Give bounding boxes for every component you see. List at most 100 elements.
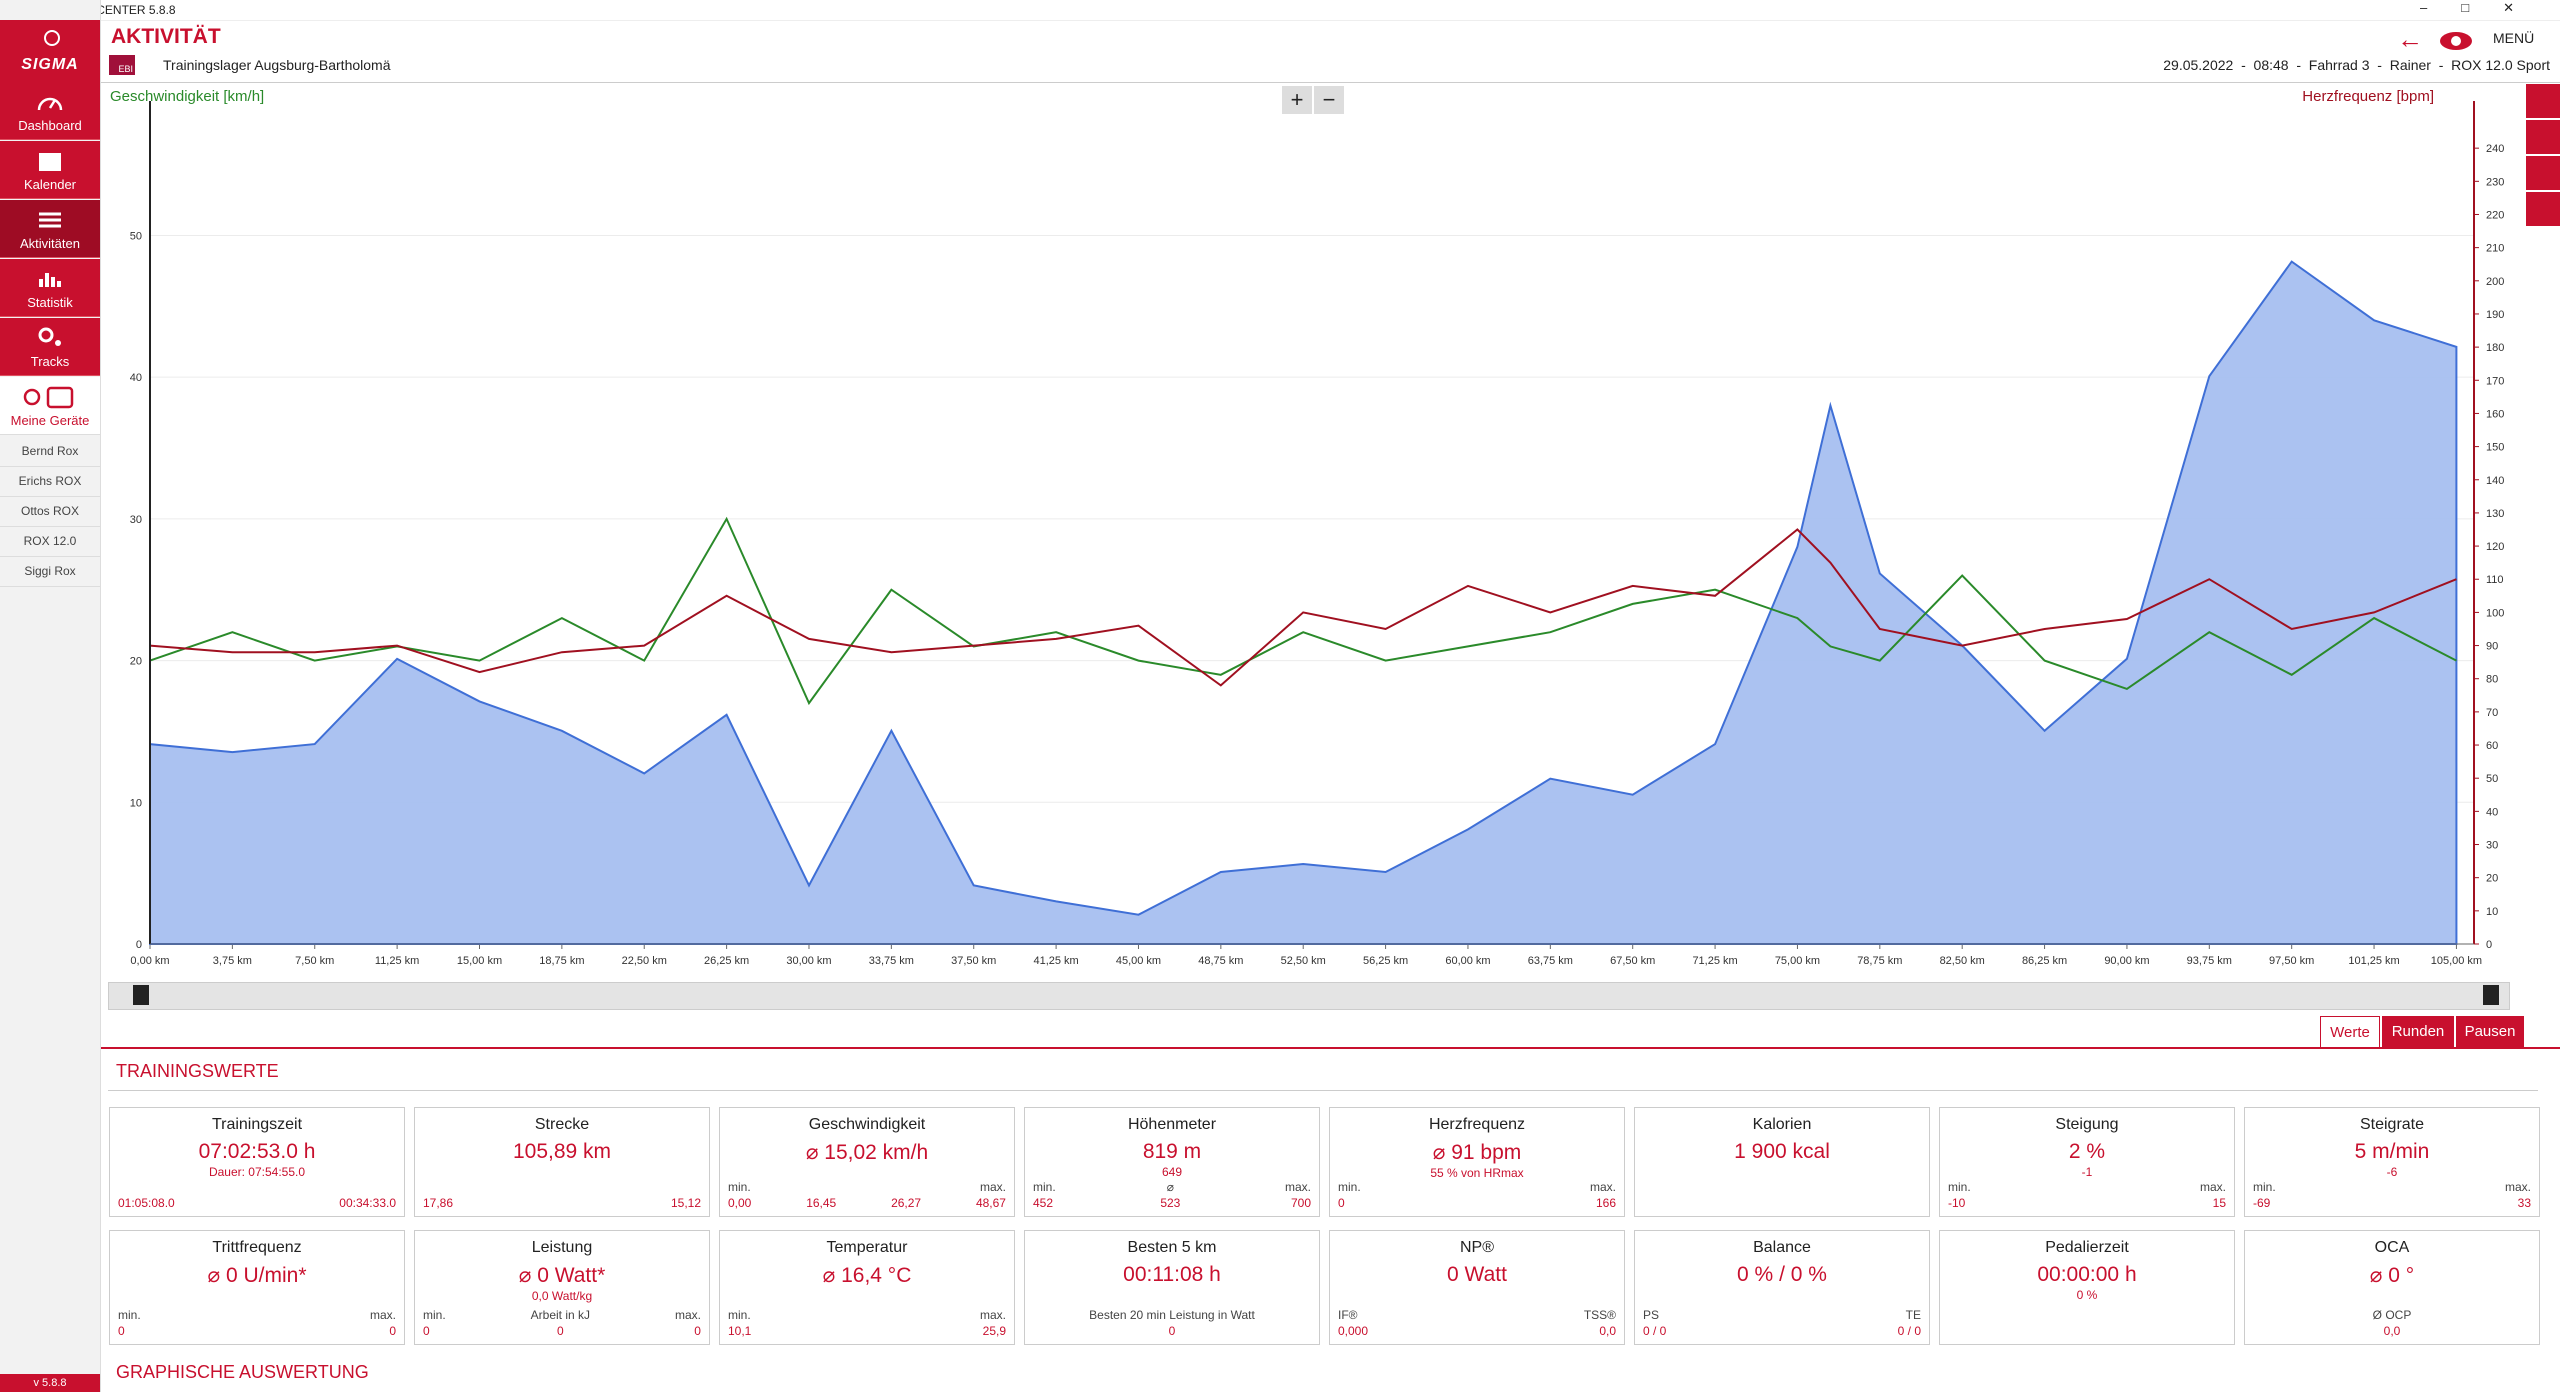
x-tick-label: 71,25 km: [1692, 955, 1737, 967]
tool[interactable]: [2526, 84, 2560, 118]
sidebar: SIGMA Dashboard Kalender Aktivitäten Sta…: [0, 0, 101, 1392]
stat-column: ⌀ 523: [1160, 1180, 1180, 1210]
nav-aktivitaeten[interactable]: Aktivitäten: [0, 200, 100, 258]
tool[interactable]: [2526, 192, 2560, 226]
icon: [39, 153, 61, 171]
stat-label: min.: [423, 1308, 446, 1322]
tool[interactable]: [2526, 120, 2560, 154]
device[interactable]: Erichs ROX: [0, 466, 100, 497]
stat-column: PS 0 / 0: [1643, 1308, 1666, 1338]
x-tick-label: 11,25 km: [375, 955, 419, 967]
stat-column: 16,45: [806, 1180, 836, 1210]
stat-value: 166: [1595, 1196, 1616, 1210]
stat-label: min.: [118, 1308, 141, 1322]
card-value: 2 %: [2068, 1140, 2106, 1163]
stat-value: 0: [1338, 1196, 1345, 1210]
x-tick-label: 3,75 km: [213, 955, 252, 967]
stat-card: Temperatur ⌀ 16,4 °C min. 10,1 max. 25,9: [719, 1230, 1015, 1345]
stat-column: 17,86: [423, 1180, 453, 1210]
zoom-out[interactable]: −: [1314, 86, 1344, 114]
y2-tick-label: 130: [2486, 508, 2504, 520]
cloud-button[interactable]: [2439, 28, 2473, 50]
tab-runden[interactable]: Runden: [2382, 1016, 2454, 1048]
y2-tick-label: 180: [2486, 342, 2504, 354]
stat-card: Trittfrequenz ⌀ 0 U/min* min. 0 max. 0: [109, 1230, 405, 1345]
y2-tick-label: 10: [2486, 906, 2498, 918]
page-title: AKTIVITÄT: [111, 25, 221, 48]
nav-geraete[interactable]: Meine Geräte: [0, 377, 100, 435]
back-button[interactable]: ←: [2397, 24, 2423, 54]
y-tick-label: 40: [130, 372, 142, 384]
x-tick-label: 48,75 km: [1198, 955, 1243, 967]
card-value: 07:02:53.0 h: [198, 1140, 316, 1163]
stat-column: 00:34:33.0: [339, 1180, 396, 1210]
y2-tick-label: 240: [2486, 143, 2504, 155]
card-title: Kalorien: [1752, 1116, 1812, 1133]
stat-column: min. 0: [1338, 1180, 1361, 1210]
nav-dashboard[interactable]: Dashboard: [0, 82, 100, 140]
stat-value: 25,9: [982, 1324, 1006, 1338]
stat-value: 15: [2212, 1196, 2226, 1210]
stat-label: Ø OCP: [2372, 1308, 2412, 1322]
card-title: Trittfrequenz: [212, 1239, 302, 1256]
tab-werte[interactable]: Werte: [2320, 1016, 2380, 1048]
card-stats: Ø OCP 0,0: [2253, 1308, 2531, 1338]
card-value: 0 Watt: [1447, 1263, 1507, 1286]
section-title: GRAPHISCHE AUSWERTUNG: [116, 1362, 369, 1382]
range-handle[interactable]: [133, 985, 149, 1005]
nav-statistik[interactable]: Statistik: [0, 259, 100, 317]
x-tick-label: 26,25 km: [704, 955, 749, 967]
stat-value: 0,0: [1599, 1324, 1616, 1338]
activity-info: 29.05.2022 - 08:48 - Fahrrad 3 - Rainer …: [2163, 57, 2550, 73]
stat-value: 0 / 0: [1897, 1324, 1921, 1338]
card-value: 105,89 km: [512, 1140, 612, 1163]
stat-card: OCA ⌀ 0 ° Ø OCP 0,0: [2244, 1230, 2540, 1345]
card-value: 819 m: [1142, 1140, 1202, 1163]
stat-label: max.: [1589, 1180, 1616, 1194]
tab-pausen[interactable]: Pausen: [2456, 1016, 2524, 1048]
card-stats: 01:05:08.0 00:34:33.0: [118, 1180, 396, 1210]
y2-tick-label: 30: [2486, 840, 2498, 852]
stat-card: Höhenmeter 819 m 649 min. 452 ⌀ 523 max. 700: [1024, 1107, 1320, 1217]
y-tick-label: 50: [130, 230, 142, 242]
y-tick-label: 30: [130, 514, 142, 526]
range-handle[interactable]: [2483, 985, 2499, 1005]
speed-line: [149, 516, 2457, 706]
stat-value: 0,00: [728, 1196, 752, 1210]
range-scrollbar[interactable]: [108, 982, 2510, 1010]
zoom-in[interactable]: +: [1282, 86, 1312, 114]
window-controls[interactable]: –□✕: [2420, 0, 2548, 15]
stat-column: max. 700: [1285, 1180, 1311, 1210]
x-tick-label: 15,00 km: [457, 955, 502, 967]
stat-column: max. 15: [2200, 1180, 2226, 1210]
card-title: Balance: [1753, 1239, 1811, 1256]
y2-tick-label: 90: [2486, 641, 2498, 653]
stat-value: 26,27: [891, 1196, 922, 1210]
stat-label: max.: [979, 1180, 1006, 1194]
stat-value: -69: [2253, 1196, 2271, 1210]
device[interactable]: Ottos ROX: [0, 496, 100, 527]
x-tick-label: 67,50 km: [1610, 955, 1655, 967]
card-title: Besten 5 km: [1127, 1239, 1217, 1256]
stat-value: 0,000: [1338, 1324, 1369, 1338]
nav-tracks[interactable]: Tracks: [0, 318, 100, 376]
stat-label: Besten 20 min Leistung in Watt: [1089, 1308, 1255, 1322]
tool[interactable]: [2526, 156, 2560, 190]
nav-kalender[interactable]: Kalender: [0, 141, 100, 199]
stat-label: TE: [1905, 1308, 1921, 1322]
card-stats: min. -10 max. 15: [1948, 1180, 2226, 1210]
x-tick-label: 93,75 km: [2187, 955, 2232, 967]
device[interactable]: ROX 12.0: [0, 526, 100, 557]
cards: Trainingszeit 07:02:53.0 h Dauer: 07:54:55…: [109, 1107, 2541, 1345]
device[interactable]: Siggi Rox: [0, 556, 100, 587]
stat-label: max.: [2199, 1180, 2226, 1194]
nav-label: Kalender: [23, 177, 77, 192]
device[interactable]: Bernd Rox: [0, 436, 100, 467]
nav-label: Dashboard: [18, 118, 82, 133]
card-value: ⌀ 0 Watt*: [518, 1264, 606, 1287]
menu-button[interactable]: MENÜ: [2493, 30, 2535, 46]
y2-axis-title: Herzfrequenz [bpm]: [2302, 88, 2434, 105]
nav-label: Aktivitäten: [20, 236, 80, 251]
card-title: NP®: [1459, 1239, 1494, 1256]
x-tick-label: 33,75 km: [869, 955, 914, 967]
